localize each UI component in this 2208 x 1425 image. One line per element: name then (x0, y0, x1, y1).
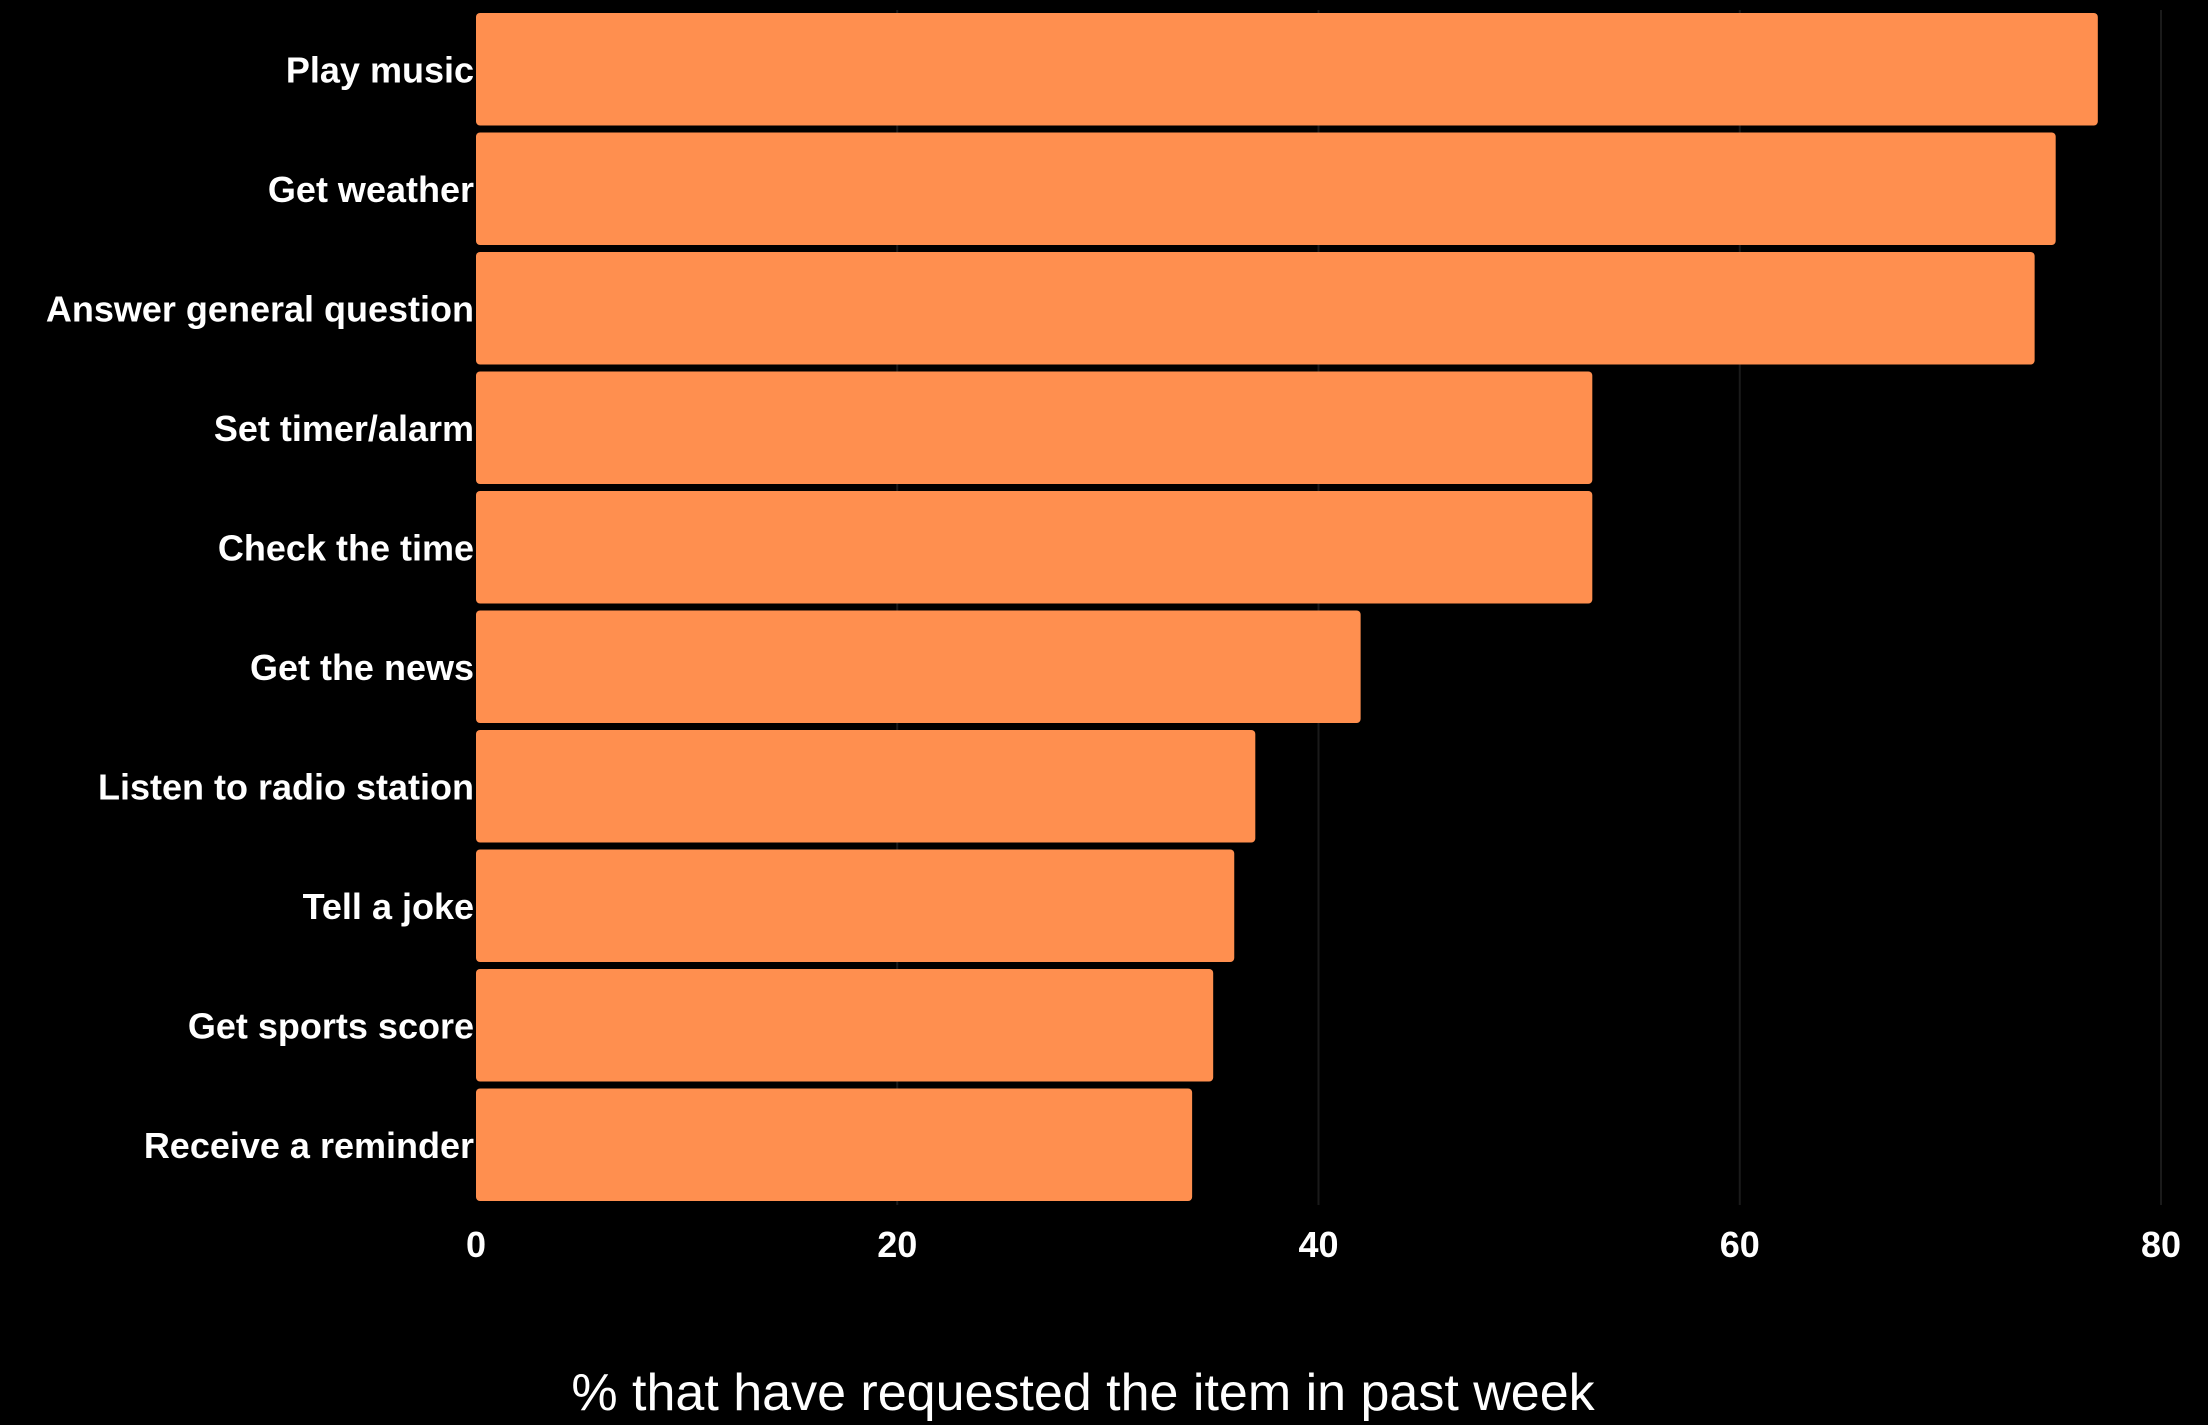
category-label: Set timer/alarm (214, 408, 474, 449)
bar (476, 610, 1361, 723)
bar (476, 491, 1593, 604)
x-tick-labels: 0 20 40 60 80 (466, 1224, 2181, 1265)
x-tick-label: 80 (2141, 1224, 2181, 1265)
category-label: Get the news (250, 647, 474, 688)
bar (476, 969, 1214, 1082)
category-label: Check the time (218, 527, 474, 568)
x-tick-label: 60 (1720, 1224, 1760, 1265)
bar (476, 132, 2056, 245)
category-label: Tell a joke (303, 886, 474, 927)
bar (476, 730, 1256, 843)
bar (476, 371, 1593, 484)
x-tick-label: 40 (1298, 1224, 1338, 1265)
category-label: Listen to radio station (98, 766, 474, 807)
bar (476, 13, 2098, 126)
bar (476, 1088, 1193, 1201)
category-label: Answer general question (46, 288, 474, 329)
x-tick-label: 0 (466, 1224, 486, 1265)
x-tick-label: 20 (877, 1224, 917, 1265)
bar (476, 252, 2035, 365)
category-label: Get weather (268, 169, 474, 210)
category-label: Receive a reminder (144, 1125, 474, 1166)
x-axis-title: % that have requested the item in past w… (571, 1364, 1595, 1422)
category-label: Play music (286, 49, 474, 90)
category-labels: Play music Get weather Answer general ques… (46, 49, 474, 1166)
bar (476, 849, 1235, 962)
bars (476, 13, 2098, 1201)
category-label: Get sports score (188, 1005, 474, 1046)
